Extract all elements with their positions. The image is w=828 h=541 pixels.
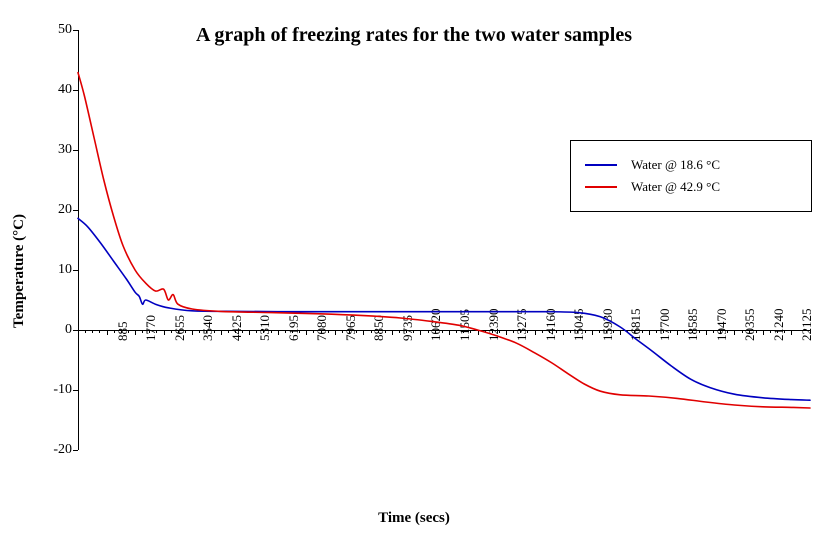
y-tick-label: 10 [58,262,78,278]
y-tick-label: -10 [53,382,78,398]
chart-container: A graph of freezing rates for the two wa… [0,0,828,541]
y-tick-label: -20 [53,442,78,458]
y-tick-label: 40 [58,82,78,98]
legend-item: Water @ 42.9 °C [585,179,797,195]
legend-label: Water @ 42.9 °C [631,179,720,195]
y-tick-label: 20 [58,202,78,218]
legend-item: Water @ 18.6 °C [585,157,797,173]
series-line-0 [78,218,810,400]
y-tick-label: 30 [58,142,78,158]
legend: Water @ 18.6 °C Water @ 42.9 °C [570,140,812,212]
series-line-1 [78,73,810,408]
legend-label: Water @ 18.6 °C [631,157,720,173]
legend-swatch [585,164,617,166]
x-axis-label: Time (secs) [0,510,828,527]
y-tick-label: 50 [58,22,78,38]
y-tick-label: 0 [65,322,78,338]
plot-area: -20-100102030405088517702655354044255310… [78,30,810,450]
y-axis-label: Temperature (°C) [11,214,28,328]
series-layer [78,30,810,450]
legend-swatch [585,186,617,188]
